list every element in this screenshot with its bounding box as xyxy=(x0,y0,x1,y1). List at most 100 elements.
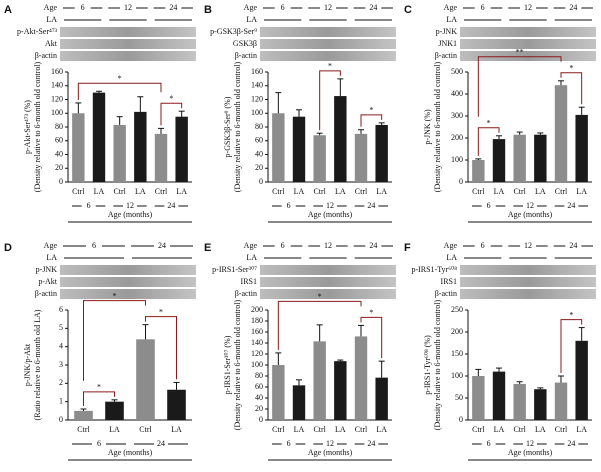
y-tick-label: 160 xyxy=(251,67,263,76)
blot-row-label: β-actin xyxy=(435,51,457,60)
significance-label: * xyxy=(159,307,163,316)
panel-letter: E xyxy=(204,242,211,254)
y-axis-label: p-Akt-Ser⁴⁷³ (%) xyxy=(23,100,32,154)
group-label: 6 xyxy=(97,439,101,448)
significance-bracket xyxy=(360,316,383,359)
y-tick-label: 100 xyxy=(251,360,263,369)
x-tick-label: LA xyxy=(171,425,182,434)
x-axis-label: Age (months) xyxy=(508,210,553,219)
y-tick-label: 40 xyxy=(255,393,263,402)
age-label: 6 xyxy=(481,3,485,12)
age-label: 24 xyxy=(169,3,177,12)
blot-row-label: Age xyxy=(244,241,258,250)
y-axis-note: (Density relative to 6-month old control… xyxy=(233,299,242,430)
x-tick-label: LA xyxy=(135,187,146,196)
x-tick-label: LA xyxy=(94,187,105,196)
group-label: 6 xyxy=(287,201,291,210)
y-tick-label: 0 xyxy=(459,177,463,186)
y-tick-label: 200 xyxy=(451,327,463,336)
group-label: 24 xyxy=(157,439,165,448)
blot-row-label: p-JNK xyxy=(36,265,58,274)
bar xyxy=(554,382,568,420)
significance-bracket xyxy=(319,70,341,131)
bar xyxy=(313,135,326,182)
group-label: 6 xyxy=(487,439,491,448)
significance-bracket xyxy=(560,319,583,373)
significance-bracket xyxy=(477,127,500,156)
bar xyxy=(375,377,388,420)
x-tick-label: Ctrl xyxy=(555,187,568,196)
bar xyxy=(375,124,388,182)
blot-row-label: LA xyxy=(46,253,57,262)
bar xyxy=(292,116,306,182)
age-label: 12 xyxy=(524,241,532,250)
y-tick-label: 160 xyxy=(51,67,63,76)
blot-row-label: β-actin xyxy=(435,289,457,298)
y-tick-label: 20 xyxy=(55,163,63,172)
panel-letter: B xyxy=(204,4,212,16)
blot-band xyxy=(260,289,396,299)
x-tick-label: Ctrl xyxy=(72,187,85,196)
bar xyxy=(354,336,368,420)
blot-row-label: p-GSK3β-Ser⁹ xyxy=(210,27,257,36)
x-tick-label: LA xyxy=(535,425,546,434)
blot-row-label: Age xyxy=(44,3,58,12)
blot-row-label: LA xyxy=(246,253,257,262)
x-tick-label: Ctrl xyxy=(513,187,526,196)
group-label: 6 xyxy=(87,201,91,210)
x-axis-label: Age (months) xyxy=(108,448,153,457)
blot-band xyxy=(260,277,396,287)
blot-band xyxy=(260,265,396,275)
y-axis-note: (Density relative to 6-month old control… xyxy=(33,61,42,192)
x-tick-label: LA xyxy=(535,187,546,196)
y-tick-label: 180 xyxy=(251,316,263,325)
y-tick-label: 80 xyxy=(255,371,263,380)
x-axis-label: Age (months) xyxy=(308,210,353,219)
bar xyxy=(175,116,188,182)
significance-label: * xyxy=(113,291,117,300)
blot-band xyxy=(60,289,196,299)
y-tick-label: 500 xyxy=(451,67,463,76)
y-axis-note: (Density relative to 6-month old control… xyxy=(433,299,442,430)
significance-bracket xyxy=(83,391,115,406)
group-label: 12 xyxy=(126,201,134,210)
age-label: 24 xyxy=(569,3,577,12)
bar xyxy=(292,385,306,420)
bar xyxy=(134,111,147,182)
significance-label: * xyxy=(487,119,491,128)
blot-row-label: p-IRS1-Ser³⁰⁷ xyxy=(212,265,257,274)
bar xyxy=(313,341,326,420)
y-tick-label: 400 xyxy=(451,89,463,98)
x-tick-label: LA xyxy=(335,425,346,434)
group-label: 12 xyxy=(326,201,334,210)
blot-band xyxy=(460,265,596,275)
y-axis-note: (Density relative to 6-month old control… xyxy=(433,61,442,192)
y-tick-label: 120 xyxy=(251,349,263,358)
y-tick-label: 120 xyxy=(251,94,263,103)
significance-bracket xyxy=(560,72,583,105)
age-label: 12 xyxy=(324,3,332,12)
x-axis-label: Age (months) xyxy=(508,448,553,457)
blot-row-label: p-IRS1-Tyr⁶⁰⁸ xyxy=(411,265,457,274)
bar xyxy=(72,113,85,182)
bar xyxy=(334,361,347,420)
x-tick-label: LA xyxy=(109,425,120,434)
bar xyxy=(113,124,126,182)
y-tick-label: 140 xyxy=(251,338,263,347)
blot-row-label: JNK1 xyxy=(438,39,457,48)
y-tick-label: 60 xyxy=(255,382,263,391)
blot-row-label: Age xyxy=(444,241,458,250)
blot-row-label: Age xyxy=(444,3,458,12)
age-label: 6 xyxy=(92,241,96,250)
blot-band xyxy=(460,277,596,287)
x-tick-label: Ctrl xyxy=(272,187,285,196)
y-tick-label: 140 xyxy=(51,81,63,90)
x-tick-label: LA xyxy=(294,425,305,434)
y-axis-label: p-GSK3β-Ser⁹ (%) xyxy=(223,96,232,157)
blot-row-label: IRS1 xyxy=(441,277,457,286)
age-label: 12 xyxy=(524,3,532,12)
bar xyxy=(334,96,347,182)
x-tick-label: LA xyxy=(335,187,346,196)
group-label: 24 xyxy=(167,201,175,210)
